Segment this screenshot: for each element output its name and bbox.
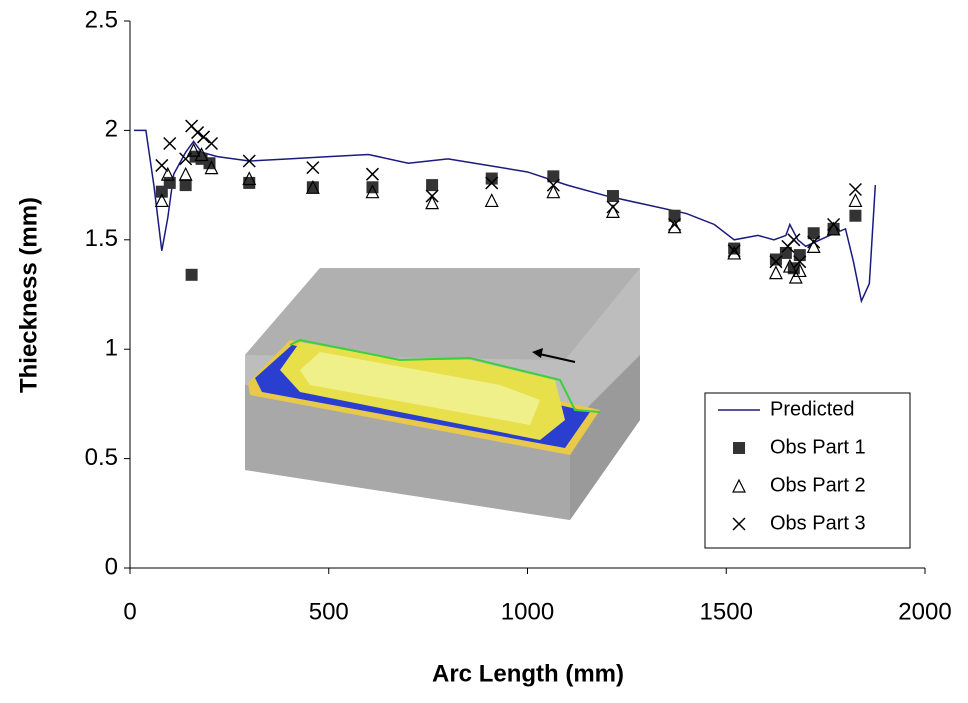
y-tick-label: 1 bbox=[105, 335, 118, 362]
legend-label: Obs Part 1 bbox=[770, 436, 866, 458]
x-tick-label: 1000 bbox=[501, 598, 554, 625]
point bbox=[198, 131, 210, 143]
point bbox=[607, 201, 619, 213]
point bbox=[307, 162, 319, 174]
y-axis-title: Thieckness (mm) bbox=[15, 197, 42, 393]
y-tick-label: 2.5 bbox=[85, 6, 118, 33]
point bbox=[486, 194, 498, 206]
point bbox=[547, 186, 559, 198]
x-tick-label: 500 bbox=[309, 598, 349, 625]
point bbox=[849, 194, 861, 206]
x-tick-label: 1500 bbox=[700, 598, 753, 625]
point bbox=[426, 179, 438, 191]
point bbox=[205, 138, 217, 150]
point bbox=[728, 243, 740, 255]
inset-image bbox=[245, 268, 640, 520]
point bbox=[156, 159, 168, 171]
y-tick-label: 1.5 bbox=[85, 225, 118, 252]
point bbox=[366, 181, 378, 193]
point bbox=[426, 190, 438, 202]
x-axis-title: Arc Length (mm) bbox=[432, 660, 624, 687]
point bbox=[180, 179, 192, 191]
x-tick-label: 0 bbox=[123, 598, 136, 625]
point bbox=[204, 157, 216, 169]
point bbox=[164, 177, 176, 189]
point bbox=[607, 190, 619, 202]
point bbox=[180, 168, 192, 180]
legend-label: Obs Part 3 bbox=[770, 512, 866, 534]
y-tick-label: 0.5 bbox=[85, 444, 118, 471]
legend-label: Predicted bbox=[770, 398, 855, 420]
chart: Arc Length (mm) Thieckness (mm) 0 0.5 1 1.5… bbox=[0, 0, 968, 698]
y-tick-label: 2 bbox=[105, 116, 118, 143]
point bbox=[669, 221, 681, 233]
point bbox=[794, 249, 806, 261]
point bbox=[770, 267, 782, 279]
point bbox=[849, 210, 861, 222]
point bbox=[186, 269, 198, 281]
point bbox=[307, 181, 319, 193]
x-tick-label: 2000 bbox=[898, 598, 951, 625]
point bbox=[243, 177, 255, 189]
point bbox=[192, 127, 204, 139]
point bbox=[426, 197, 438, 209]
legend-swatch bbox=[733, 442, 745, 454]
point bbox=[164, 138, 176, 150]
point bbox=[366, 168, 378, 180]
y-tick-label: 0 bbox=[105, 553, 118, 580]
legend-label: Obs Part 2 bbox=[770, 474, 866, 496]
